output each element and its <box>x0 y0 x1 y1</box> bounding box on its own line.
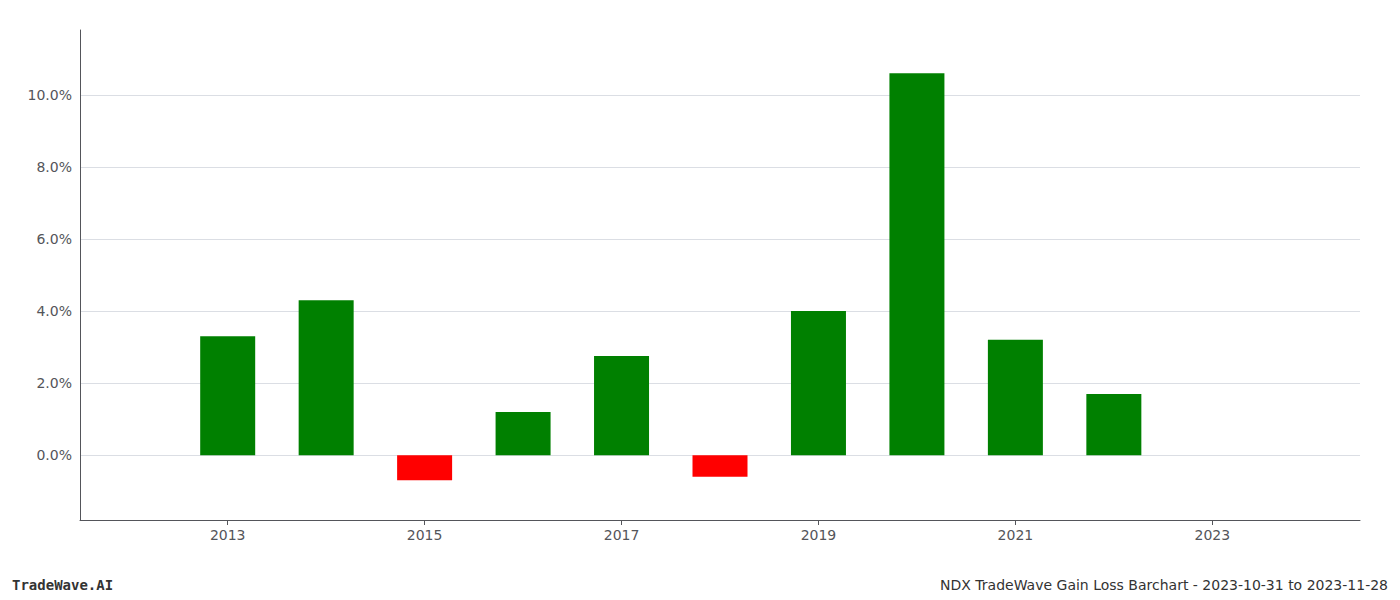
svg-text:2021: 2021 <box>998 527 1034 543</box>
svg-text:2015: 2015 <box>407 527 443 543</box>
svg-text:6.0%: 6.0% <box>36 231 72 247</box>
svg-text:2019: 2019 <box>801 527 837 543</box>
svg-text:NDX TradeWave Gain Loss Barcha: NDX TradeWave Gain Loss Barchart - 2023-… <box>940 577 1388 593</box>
svg-text:8.0%: 8.0% <box>36 159 72 175</box>
svg-text:2023: 2023 <box>1194 527 1230 543</box>
svg-text:10.0%: 10.0% <box>28 87 72 103</box>
svg-text:TradeWave.AI: TradeWave.AI <box>12 577 113 593</box>
svg-text:2013: 2013 <box>210 527 246 543</box>
svg-text:2.0%: 2.0% <box>36 375 72 391</box>
svg-text:0.0%: 0.0% <box>36 447 72 463</box>
svg-text:2017: 2017 <box>604 527 640 543</box>
svg-text:4.0%: 4.0% <box>36 303 72 319</box>
